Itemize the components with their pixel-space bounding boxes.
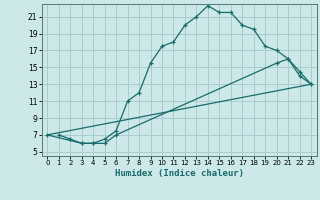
X-axis label: Humidex (Indice chaleur): Humidex (Indice chaleur) [115, 169, 244, 178]
